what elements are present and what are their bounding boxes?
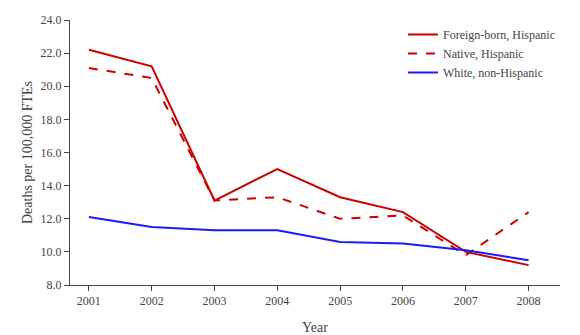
svg-text:14.0: 14.0 — [41, 179, 62, 193]
svg-text:2004: 2004 — [265, 294, 289, 308]
svg-text:16.0: 16.0 — [41, 146, 62, 160]
svg-text:18.0: 18.0 — [41, 113, 62, 127]
svg-text:20.0: 20.0 — [41, 79, 62, 93]
svg-text:24.0: 24.0 — [41, 13, 62, 27]
svg-text:2006: 2006 — [391, 294, 415, 308]
svg-text:2007: 2007 — [454, 294, 478, 308]
svg-text:Deaths per 100,000 FTEs: Deaths per 100,000 FTEs — [20, 81, 35, 224]
svg-text:White, non-Hispanic: White, non-Hispanic — [443, 66, 543, 80]
svg-text:2003: 2003 — [202, 294, 226, 308]
svg-text:10.0: 10.0 — [41, 245, 62, 259]
svg-text:2002: 2002 — [140, 294, 164, 308]
svg-text:22.0: 22.0 — [41, 46, 62, 60]
svg-text:Foreign-born, Hispanic: Foreign-born, Hispanic — [443, 28, 555, 42]
svg-text:Native, Hispanic: Native, Hispanic — [443, 47, 524, 61]
svg-text:8.0: 8.0 — [47, 278, 62, 292]
svg-text:Year: Year — [302, 320, 328, 335]
svg-text:2001: 2001 — [77, 294, 101, 308]
svg-text:12.0: 12.0 — [41, 212, 62, 226]
svg-text:2008: 2008 — [517, 294, 541, 308]
svg-text:2005: 2005 — [328, 294, 352, 308]
